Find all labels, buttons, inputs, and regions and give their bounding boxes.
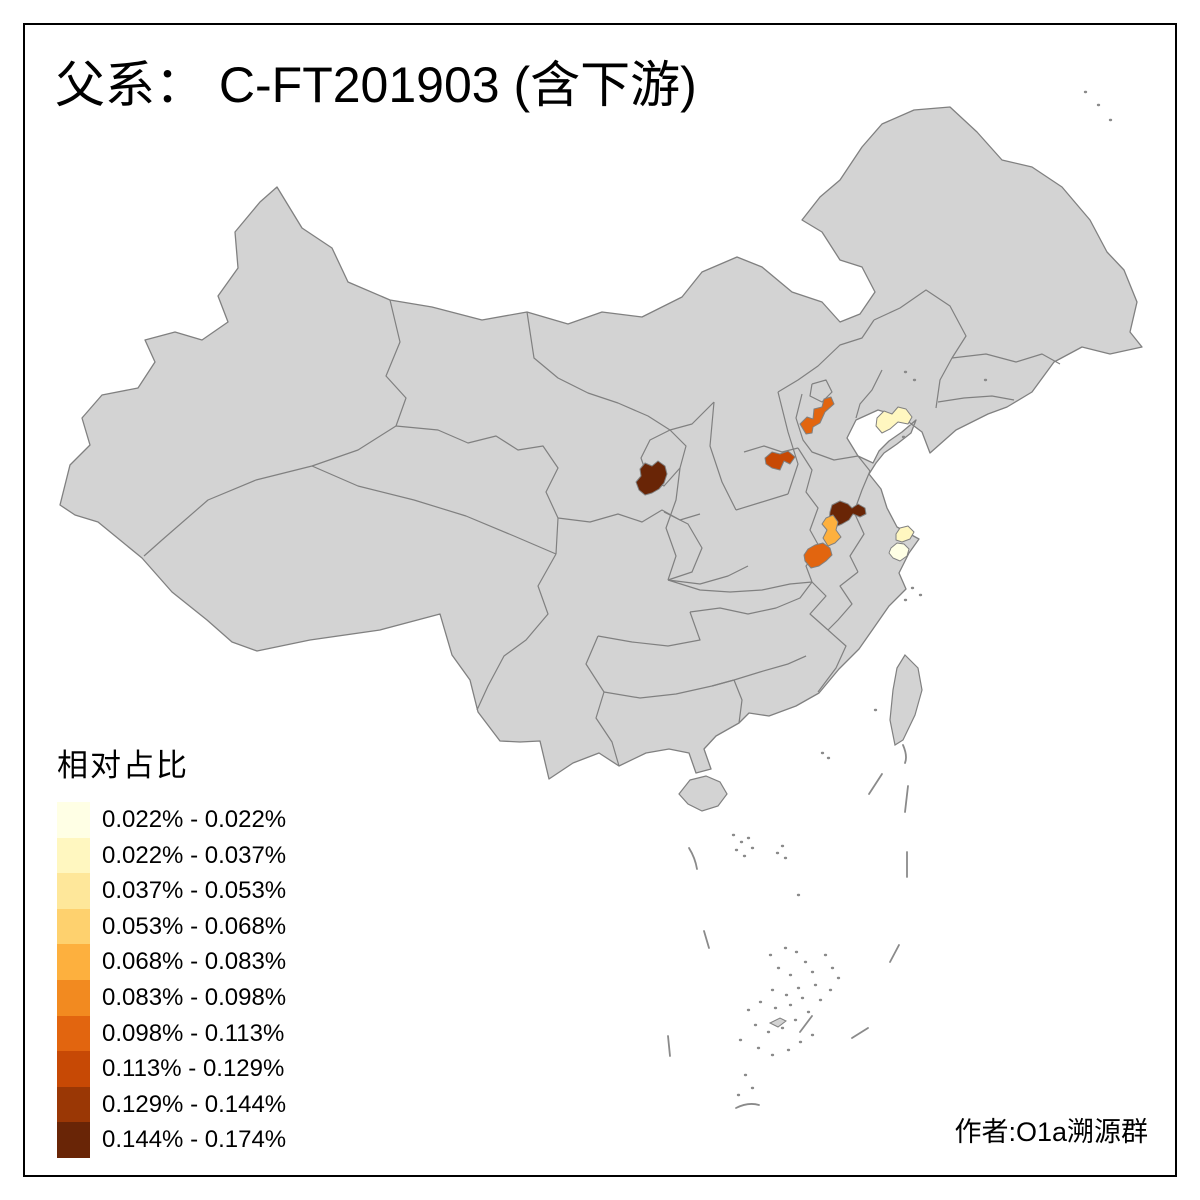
region-east-shandong[interactable]	[875, 406, 913, 434]
page-title: 父系： C-FT201903 (含下游)	[55, 57, 697, 113]
legend-label: 0.022% - 0.022%	[102, 806, 287, 833]
legend-swatch	[57, 979, 90, 1016]
attribution-text: 作者:O1a溯源群	[954, 1117, 1148, 1147]
legend-label: 0.037% - 0.053%	[102, 877, 287, 905]
legend-label: 0.068% - 0.083%	[102, 948, 287, 976]
legend-swatch	[57, 802, 90, 838]
region-south-gansu[interactable]	[635, 460, 668, 496]
taiping-islet	[768, 1017, 787, 1028]
legend-label: 0.098% - 0.113%	[102, 1019, 285, 1047]
province-borders	[143, 289, 1061, 767]
legend-swatch	[57, 837, 90, 874]
legend-swatch	[57, 908, 90, 945]
region-zhengzhou-henan[interactable]	[764, 450, 796, 471]
small-islands-dots	[731, 90, 1113, 1097]
region-south-henan[interactable]	[803, 542, 833, 569]
legend-label: 0.144% - 0.174%	[102, 1126, 287, 1154]
legend-row: 0.037% - 0.053%	[57, 873, 286, 909]
legend-title: 相对占比	[57, 748, 189, 783]
legend-swatch	[57, 1015, 90, 1052]
legend-row: 0.129% - 0.144%	[57, 1086, 287, 1123]
legend-swatch	[57, 1086, 90, 1123]
legend-row: 0.098% - 0.113%	[57, 1015, 286, 1052]
legend-swatch	[57, 873, 90, 909]
legend: 相对占比 0.022% - 0.022% 0.022% - 0.037% 0.0…	[57, 748, 286, 1158]
legend-label: 0.129% - 0.144%	[102, 1090, 287, 1118]
legend-row: 0.068% - 0.083%	[57, 944, 286, 980]
legend-swatch	[57, 944, 90, 980]
legend-row: 0.144% - 0.174%	[57, 1122, 286, 1158]
legend-row: 0.022% - 0.022%	[57, 802, 286, 838]
region-east-henan[interactable]	[821, 514, 842, 547]
legend-swatch	[57, 1051, 90, 1087]
mainland-china-shape	[59, 106, 1143, 780]
legend-label: 0.022% - 0.037%	[102, 841, 287, 869]
region-west-shandong[interactable]	[799, 396, 835, 435]
legend-row: 0.083% - 0.098%	[57, 979, 287, 1016]
legend-row: 0.053% - 0.068%	[57, 908, 287, 945]
nine-dash-line	[667, 744, 909, 1109]
legend-row: 0.113% - 0.129%	[57, 1051, 286, 1087]
legend-label: 0.053% - 0.068%	[102, 912, 287, 940]
legend-row: 0.022% - 0.037%	[57, 837, 287, 874]
legend-swatch	[57, 1122, 90, 1158]
region-shanghai-area[interactable]	[888, 542, 910, 562]
legend-label: 0.083% - 0.098%	[102, 983, 287, 1011]
taiwan-island	[889, 654, 923, 746]
hainan-island	[678, 775, 728, 812]
region-nantong-jiangsu[interactable]	[895, 525, 915, 543]
legend-label: 0.113% - 0.129%	[102, 1055, 285, 1083]
